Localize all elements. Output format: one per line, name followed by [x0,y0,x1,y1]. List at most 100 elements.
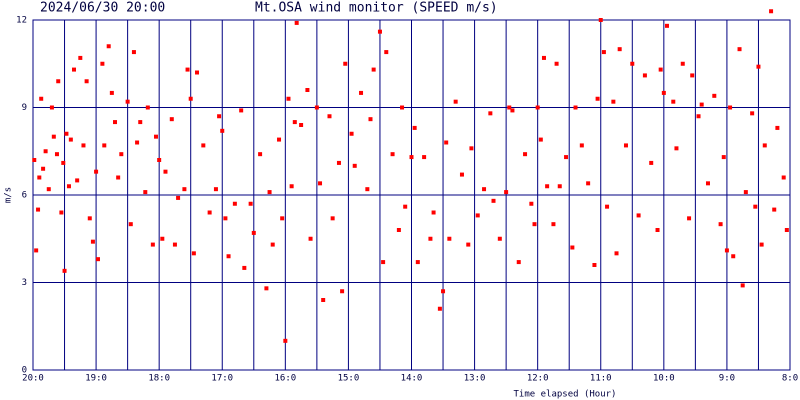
point [226,254,231,259]
point [321,298,326,302]
point [687,216,692,221]
point [592,263,597,267]
point [564,155,569,160]
point [188,96,193,101]
point [529,201,534,206]
point [34,248,39,253]
point [248,201,253,206]
point [759,242,764,247]
point [570,245,575,250]
point [59,210,64,215]
point [769,9,774,14]
point [636,213,641,218]
point [598,18,603,22]
point [64,131,69,136]
point [330,216,335,221]
point [119,152,124,157]
x-tick-label: 19:0 [85,374,107,384]
point [762,143,767,148]
point [437,306,442,311]
point [68,137,73,142]
point [100,61,105,66]
point [81,143,86,148]
point [412,125,417,130]
point [191,251,196,256]
point [721,155,726,160]
point [649,160,654,165]
point [223,216,228,221]
point [343,61,348,66]
point [109,90,114,95]
point [251,230,256,235]
point [125,99,130,104]
point [523,152,528,157]
point [270,242,275,247]
point [680,61,685,66]
point [36,207,41,212]
chart-title: Mt.OSA wind monitor (SPEED m/s) [255,1,498,16]
point [160,236,165,241]
y-tick-label: 3 [22,278,27,288]
point [336,160,341,165]
point [447,236,452,241]
x-tick-label: 17:0 [211,374,233,384]
y-axis-label: m/s [4,187,14,203]
point [318,181,323,186]
point [292,120,297,125]
point [61,160,66,165]
point [381,260,386,265]
point [182,187,187,192]
point [87,216,92,221]
point [154,134,159,139]
y-tick-label: 6 [22,191,27,201]
point [242,265,247,270]
x-tick-label: 14:0 [401,374,423,384]
point [314,105,319,110]
point [78,55,83,60]
point [56,79,61,84]
point [655,228,660,232]
point [507,105,512,110]
point [157,158,162,162]
point [131,50,136,55]
x-tick-label: 9:0 [719,374,735,384]
point [743,190,748,195]
point [94,169,99,174]
point [299,123,304,127]
x-tick-label: 8:0 [782,374,798,384]
point [37,175,42,180]
x-tick-label: 13:0 [464,374,486,384]
point [775,125,780,130]
x-tick-label: 12:0 [527,374,549,384]
point [611,99,616,104]
point [195,70,200,75]
point [724,248,729,253]
point [469,146,474,151]
point [409,155,414,160]
point [718,222,723,227]
point [674,146,679,151]
point [504,190,509,195]
point [220,128,225,133]
point [217,114,222,119]
point [113,120,118,125]
point [532,222,537,227]
y-tick-label: 9 [22,103,27,113]
point [51,134,56,139]
point [586,181,591,186]
point [601,50,606,55]
point [475,213,480,218]
point [428,236,433,241]
point [784,228,789,232]
point [75,178,80,183]
point [169,117,174,122]
x-axis-label: Time elapsed (Hour) [514,390,617,400]
point [308,236,313,241]
point [163,169,168,174]
point [658,67,663,72]
point [541,55,546,60]
point [138,120,143,125]
point [384,50,389,55]
point [466,242,471,247]
